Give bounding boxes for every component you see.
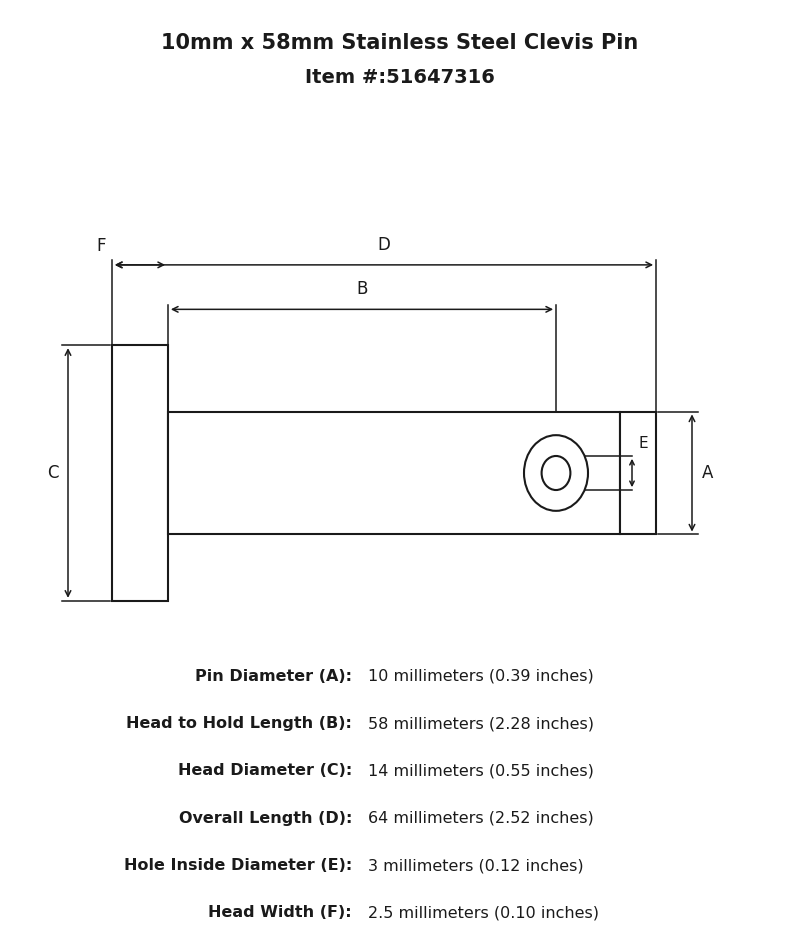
Bar xyxy=(168,412,620,534)
Text: 10mm x 58mm Stainless Steel Clevis Pin: 10mm x 58mm Stainless Steel Clevis Pin xyxy=(162,33,638,53)
Text: A: A xyxy=(702,464,713,482)
Text: 14 millimeters (0.55 inches): 14 millimeters (0.55 inches) xyxy=(368,763,594,779)
Text: C: C xyxy=(47,464,58,482)
Text: 2.5 millimeters (0.10 inches): 2.5 millimeters (0.10 inches) xyxy=(368,905,599,920)
Circle shape xyxy=(542,456,570,490)
Text: Head Width (F):: Head Width (F): xyxy=(208,905,352,920)
Text: Overall Length (D):: Overall Length (D): xyxy=(178,811,352,826)
Bar xyxy=(620,412,656,534)
Text: 10 millimeters (0.39 inches): 10 millimeters (0.39 inches) xyxy=(368,669,594,684)
Bar xyxy=(112,345,168,601)
Text: F: F xyxy=(96,237,106,255)
Text: 58 millimeters (2.28 inches): 58 millimeters (2.28 inches) xyxy=(368,716,594,731)
Text: 64 millimeters (2.52 inches): 64 millimeters (2.52 inches) xyxy=(368,811,594,826)
Text: D: D xyxy=(378,236,390,254)
Text: B: B xyxy=(356,280,368,298)
Text: E: E xyxy=(638,436,648,451)
Text: Head Diameter (C):: Head Diameter (C): xyxy=(178,763,352,779)
Text: Pin Diameter (A):: Pin Diameter (A): xyxy=(195,669,352,684)
Text: Hole Inside Diameter (E):: Hole Inside Diameter (E): xyxy=(124,858,352,873)
Text: Head to Hold Length (B):: Head to Hold Length (B): xyxy=(126,716,352,731)
Text: 3 millimeters (0.12 inches): 3 millimeters (0.12 inches) xyxy=(368,858,584,873)
Text: Item #:51647316: Item #:51647316 xyxy=(305,68,495,87)
Circle shape xyxy=(524,435,588,511)
